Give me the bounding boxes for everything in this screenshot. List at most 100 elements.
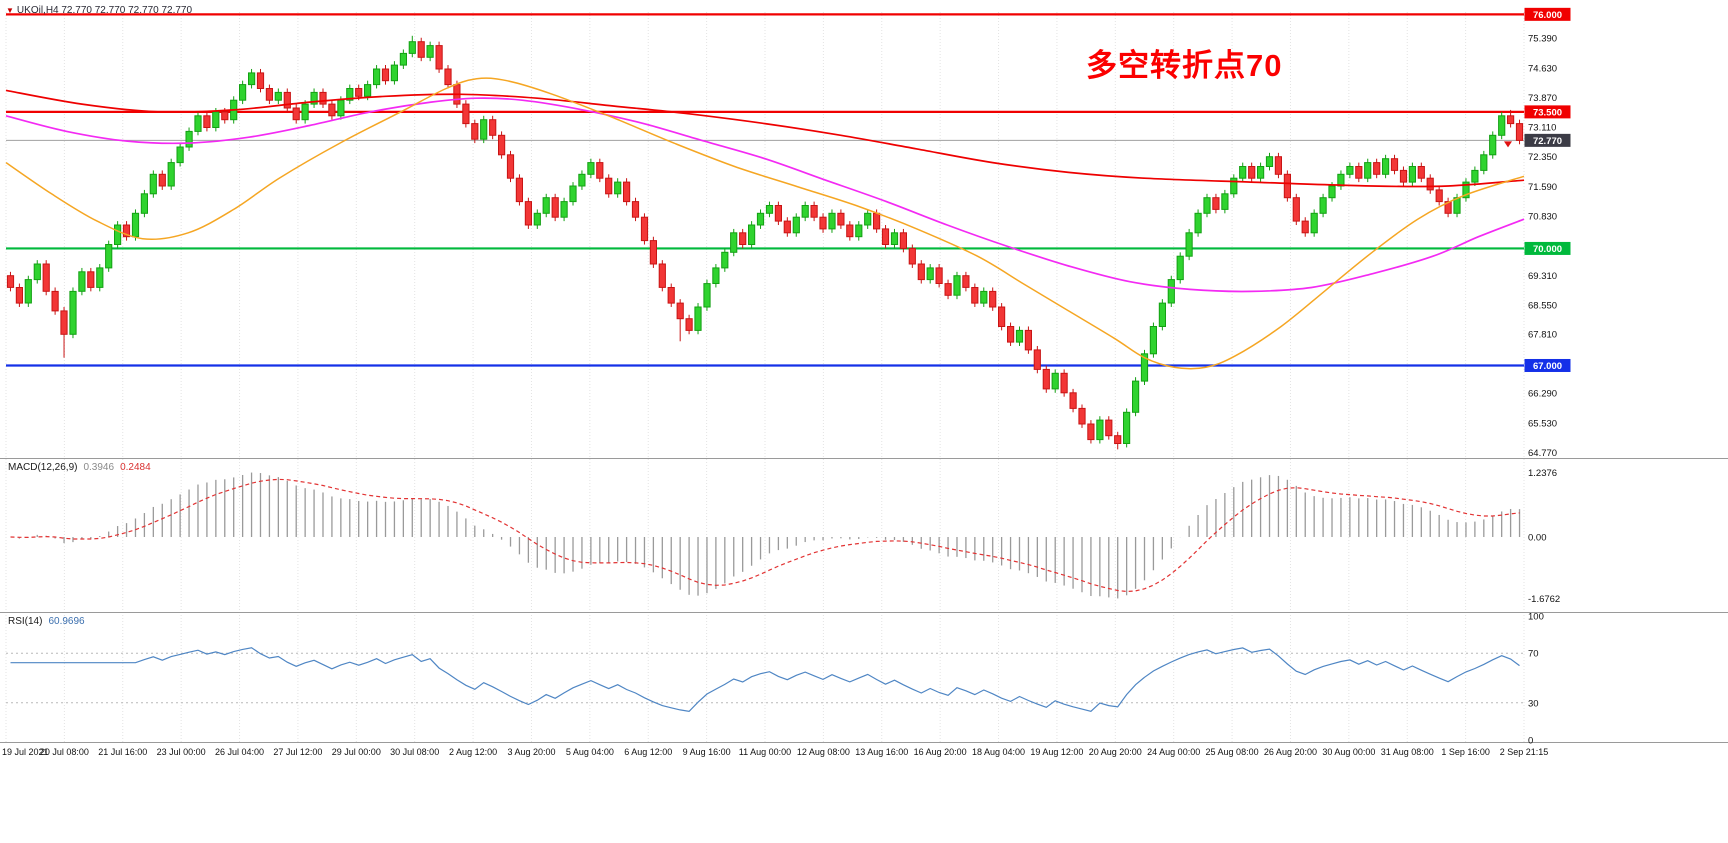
candle-body	[60, 310, 68, 335]
candle-body	[33, 263, 41, 281]
candle-body	[444, 68, 452, 86]
candle-body	[908, 247, 916, 265]
candle-body	[587, 162, 595, 175]
macd-main-value: 0.3946	[83, 462, 115, 473]
candle-body	[265, 88, 273, 101]
candle-body	[310, 91, 318, 105]
rsi-axis-label: 30	[1528, 698, 1539, 709]
price-label-box	[1524, 7, 1571, 21]
candle-body	[1373, 162, 1381, 175]
candle-body	[1310, 212, 1318, 234]
candle-body	[1507, 115, 1515, 125]
macd-name: MACD(12,26,9)	[8, 462, 78, 473]
candle-body	[1105, 419, 1113, 437]
ma-layer	[5, 97, 1525, 293]
time-axis-label: 30 Jul 08:00	[390, 747, 439, 757]
candle-body	[694, 306, 702, 331]
candle-body	[980, 290, 988, 304]
candle-body	[140, 193, 149, 214]
candle-body	[765, 205, 774, 214]
candle-body	[1328, 185, 1336, 199]
time-axis-label: 19 Aug 12:00	[1030, 747, 1083, 757]
macd-axis-label: 1.2376	[1528, 468, 1557, 479]
macd-signal-line	[10, 478, 1520, 593]
price-axis-label: 69.310	[1528, 271, 1557, 282]
rsi-line	[10, 647, 1520, 713]
candle-body	[42, 263, 50, 292]
price-axis-label: 75.390	[1528, 34, 1557, 45]
candle-body	[1194, 212, 1202, 234]
price-axis-label: 71.590	[1528, 182, 1557, 193]
candle-body	[730, 232, 738, 253]
candle-body	[631, 201, 640, 218]
price-axis-label: 74.630	[1528, 63, 1557, 74]
candle-body	[578, 173, 586, 187]
current-price-arrow	[1504, 141, 1512, 148]
rsi-axis-label: 0	[1528, 736, 1533, 747]
rsi-indicator-label: RSI(14) 60.9696	[8, 616, 85, 627]
candle-body	[1158, 302, 1167, 328]
candle-body	[149, 173, 157, 195]
candle-body	[167, 162, 175, 187]
candle-body	[1069, 392, 1077, 409]
candle-body	[596, 162, 604, 179]
chart-dropdown-icon[interactable]: ▼	[6, 6, 14, 15]
price-axis-label: 73.500	[1533, 107, 1562, 118]
candle-body	[283, 91, 291, 109]
price-axis: 76.000 75.390 74.630 73.870 73.500 73.110 72.7…	[1524, 7, 1571, 459]
candle-body	[1042, 368, 1050, 390]
price-arrow-layer	[1504, 141, 1512, 148]
candle-body	[873, 212, 881, 230]
chart-title: ▼ UKOil,H4 72.770 72.770 72.770 72.770	[6, 5, 192, 16]
ma-mid-magenta	[5, 97, 1525, 293]
macd-signal-value: 0.2484	[120, 462, 151, 473]
price-label-box	[1524, 133, 1571, 147]
time-axis-label: 12 Aug 08:00	[797, 747, 850, 757]
candle-body	[1230, 177, 1238, 195]
candle-body	[1444, 201, 1452, 214]
time-axis-label: 31 Aug 08:00	[1381, 747, 1434, 757]
candle-body	[1078, 407, 1086, 425]
candle-body	[614, 181, 622, 195]
candle-body	[1114, 435, 1122, 445]
candle-body	[78, 271, 86, 292]
candle-body	[471, 123, 479, 140]
candle-body	[1257, 166, 1265, 179]
candle-body	[364, 84, 372, 97]
candle-body	[301, 103, 309, 121]
candle-body	[739, 232, 747, 246]
candle-body	[783, 220, 791, 234]
rsi-panel: 100 70 30 0	[6, 612, 1544, 747]
price-axis-label: 68.550	[1528, 301, 1557, 312]
candle-body	[6, 275, 15, 288]
candle-body	[748, 224, 756, 245]
candle-body	[542, 197, 550, 214]
candle-body	[756, 212, 765, 226]
candle-body	[1283, 173, 1292, 199]
macd-panel: 1.2376 0.00 -1.6762	[10, 468, 1560, 605]
candle-body	[1221, 193, 1229, 210]
candle-body	[712, 267, 720, 284]
candle-body	[399, 52, 407, 66]
candle-body	[1355, 166, 1363, 179]
candle-body	[1149, 326, 1158, 355]
time-axis-label: 3 Aug 20:00	[507, 747, 555, 757]
candle-body	[551, 197, 559, 218]
candle-body	[703, 283, 711, 308]
candle-body	[256, 72, 265, 90]
macd-indicator-label: MACD(12,26,9) 0.3946 0.2484	[8, 462, 151, 473]
price-axis-label: 64.770	[1528, 448, 1557, 459]
rsi-axis-label: 70	[1528, 649, 1539, 660]
time-axis-label: 5 Aug 04:00	[566, 747, 614, 757]
candle-body	[1212, 197, 1220, 210]
time-axis-label: 2 Aug 12:00	[449, 747, 497, 757]
panel-separators	[0, 458, 1728, 743]
candle-body	[426, 45, 434, 58]
candle-body	[1015, 329, 1024, 343]
candle-body	[1087, 423, 1095, 441]
candle-body	[1515, 123, 1524, 141]
price-axis-label: 70.000	[1533, 244, 1562, 255]
candle-body	[667, 287, 675, 304]
